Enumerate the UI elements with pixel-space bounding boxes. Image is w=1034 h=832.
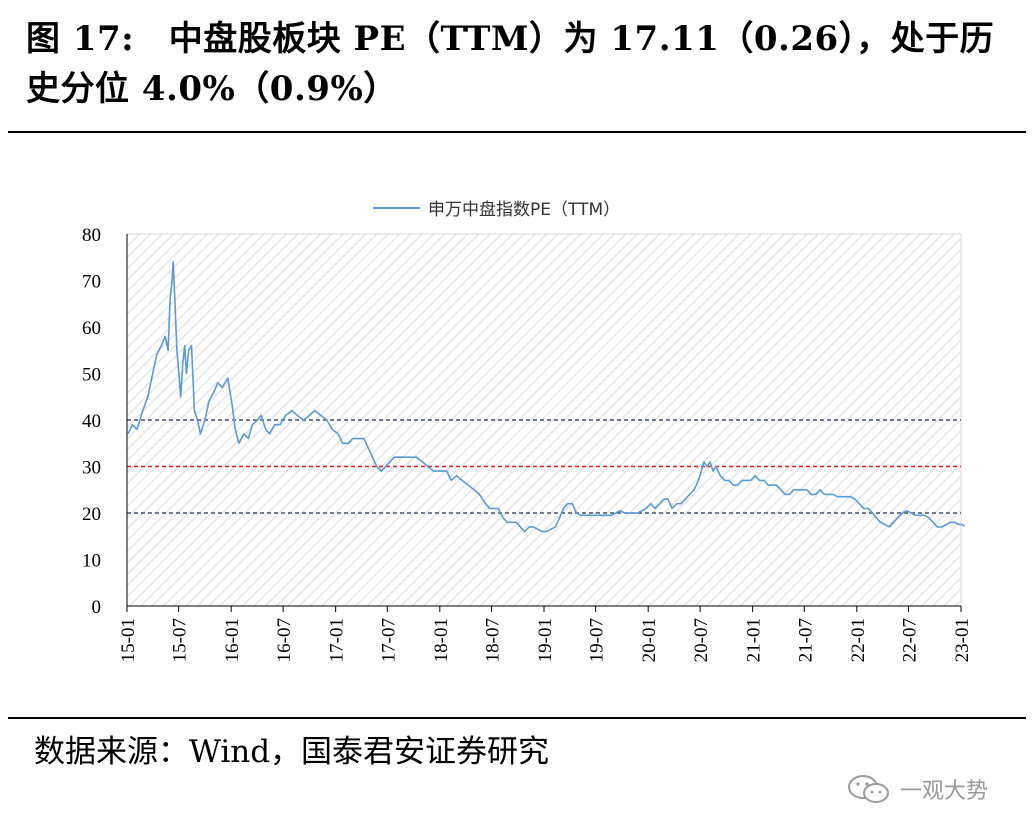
x-tick-label: 17-01 <box>327 618 348 662</box>
legend-label: 申万中盘指数PE（TTM） <box>428 200 620 220</box>
y-tick-label: 70 <box>82 272 101 293</box>
watermark-text: 一观大势 <box>900 779 989 804</box>
x-tick-label: 18-01 <box>431 618 452 662</box>
x-tick-label: 20-07 <box>691 618 712 662</box>
x-tick-label: 16-07 <box>274 618 295 662</box>
x-tick-label: 15-07 <box>170 618 191 662</box>
watermark: 一观大势 <box>846 773 988 805</box>
y-tick-label: 50 <box>82 365 101 386</box>
y-tick-label: 80 <box>82 225 101 246</box>
bottom-divider <box>8 717 1026 719</box>
x-tick-label: 22-07 <box>899 618 920 662</box>
chart-container: 0 10 20 30 40 50 60 70 80 15-01 15-07 16-01 16-07 17… <box>0 180 1034 700</box>
y-axis: 0 10 20 30 40 50 60 70 80 <box>82 225 128 618</box>
x-tick-label: 17-07 <box>378 618 399 662</box>
y-tick-label: 60 <box>82 318 101 339</box>
y-tick-label: 0 <box>92 597 102 618</box>
pe-line-chart: 0 10 20 30 40 50 60 70 80 15-01 15-07 16-01 16-07 17… <box>82 200 973 662</box>
figure-title: 图 17: 中盘股板块 PE（TTM）为 17.11（0.26），处于历史分位 … <box>26 19 995 109</box>
x-tick-label: 18-07 <box>482 618 503 662</box>
x-axis: 15-01 15-07 16-01 16-07 17-01 17-07 18-01 18-07… <box>118 605 973 662</box>
x-tick-label: 23-01 <box>952 618 973 662</box>
x-tick-label: 19-07 <box>587 618 608 662</box>
x-tick-label: 15-01 <box>118 618 139 662</box>
x-tick-label: 19-01 <box>535 618 556 662</box>
y-tick-label: 10 <box>82 551 101 572</box>
x-tick-label: 16-01 <box>222 618 243 662</box>
top-divider <box>8 131 1026 133</box>
x-tick-label: 21-01 <box>744 618 765 662</box>
y-tick-label: 30 <box>82 458 101 479</box>
x-tick-label: 21-07 <box>795 618 816 662</box>
source-note: 数据来源：Wind，国泰君安证券研究 <box>34 734 550 770</box>
y-tick-label: 20 <box>82 504 101 525</box>
x-tick-label: 22-01 <box>848 618 869 662</box>
y-tick-label: 40 <box>82 411 101 432</box>
pe-series-line <box>127 261 965 533</box>
reference-lines <box>127 419 961 514</box>
legend: 申万中盘指数PE（TTM） <box>373 200 620 220</box>
wechat-icon <box>848 775 889 803</box>
x-tick-label: 20-01 <box>639 618 660 662</box>
